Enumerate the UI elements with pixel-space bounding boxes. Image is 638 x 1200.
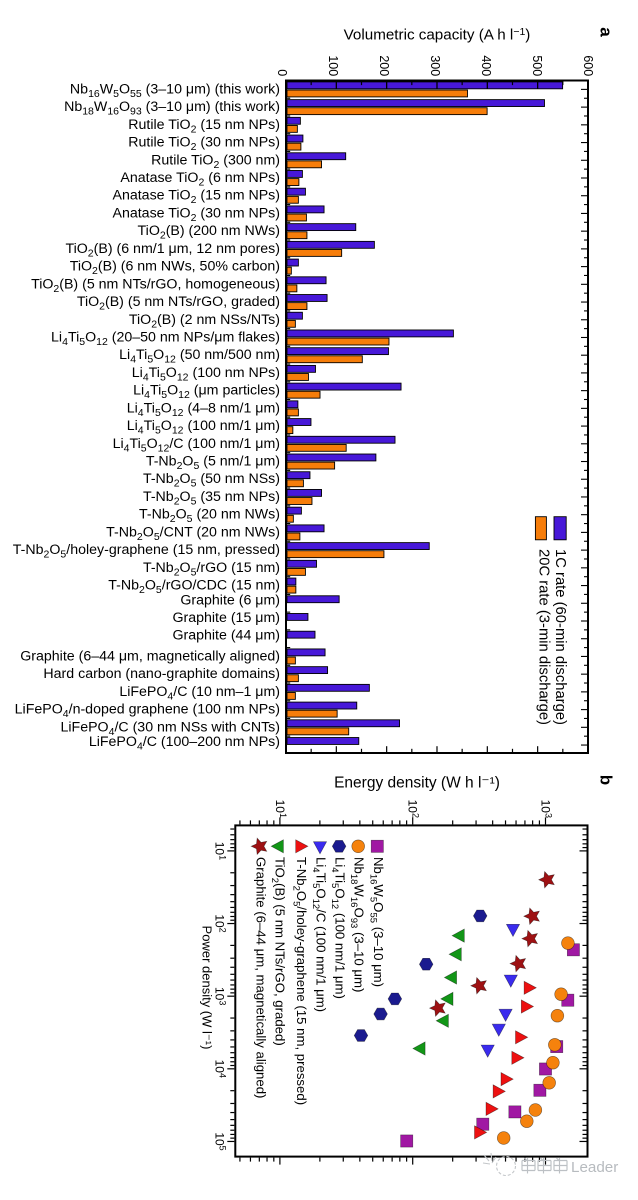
- svg-text:Nb16​W5​O55​ (3–10 μm) (this w: Nb16​W5​O55​ (3–10 μm) (this work): [70, 81, 280, 100]
- svg-text:TiO2​(B) (6 nm/1 μm, 12 nm por: TiO2​(B) (6 nm/1 μm, 12 nm pores): [65, 241, 280, 260]
- svg-text:T-Nb2​O5​/rGO/CDC (15 nm): T-Nb2​O5​/rGO/CDC (15 nm): [108, 578, 280, 597]
- svg-text:Graphite (44 μm): Graphite (44 μm): [172, 628, 280, 644]
- svg-text:500: 500: [530, 55, 544, 76]
- svg-text:Nb18​W16​O93​ (3–10 μm): Nb18​W16​O93​ (3–10 μm): [348, 857, 367, 992]
- svg-text:Volumetric capacity (A h l−1​): Volumetric capacity (A h l−1​): [344, 26, 531, 44]
- svg-text:20C rate (3-min discharge): 20C rate (3-min discharge): [535, 549, 551, 725]
- svg-text:TiO2​(B) (200 nm NWs): TiO2​(B) (200 nm NWs): [138, 223, 280, 242]
- svg-text:Hard carbon (nano-graphite dom: Hard carbon (nano-graphite domains): [43, 666, 280, 682]
- svg-text:1C rate (60-min discharge): 1C rate (60-min discharge): [552, 549, 568, 725]
- svg-text:T-Nb2​O5​ (35 nm NPs): T-Nb2​O5​ (35 nm NPs): [143, 489, 280, 508]
- svg-text:T-Nb2​O5​/rGO (15 nm): T-Nb2​O5​/rGO (15 nm): [143, 560, 280, 579]
- svg-text:TiO2​(B) (2 nm NSs/NTs): TiO2​(B) (2 nm NSs/NTs): [129, 312, 280, 331]
- svg-text:Energy density (W h l⁻¹): Energy density (W h l⁻¹): [334, 774, 500, 791]
- svg-text:LiFePO4​/n-doped graphene (100: LiFePO4​/n-doped graphene (100 nm NPs): [15, 702, 280, 721]
- svg-text:Anatase TiO2​ (6 nm NPs): Anatase TiO2​ (6 nm NPs): [120, 170, 280, 189]
- svg-text:Li4​Ti5​O12​ (μm particles): Li4​Ti5​O12​ (μm particles): [133, 383, 280, 402]
- svg-text:Li4​Ti5​O12​ (4–8 nm/1 μm): Li4​Ti5​O12​ (4–8 nm/1 μm): [127, 400, 280, 419]
- svg-text:Graphite (6–44 μm, magneticall: Graphite (6–44 μm, magnetically aligned): [253, 857, 268, 1098]
- svg-text:Nb18​W16​O93​ (3–10 μm) (this: Nb18​W16​O93​ (3–10 μm) (this work): [64, 99, 280, 118]
- svg-text:T-Nb2​O5​ (20 nm NWs): T-Nb2​O5​ (20 nm NWs): [139, 507, 280, 526]
- svg-text:TiO2​(B) (6 nm NWs, 50% carbon: TiO2​(B) (6 nm NWs, 50% carbon): [70, 259, 280, 278]
- svg-text:Leader: Leader: [571, 1159, 618, 1176]
- svg-text:TiO2​(B) (5 nm NTs/rGO, graded: TiO2​(B) (5 nm NTs/rGO, graded): [77, 294, 280, 313]
- svg-text:Li4​Ti5​O12​ (20–50 nm NPs/μm: Li4​Ti5​O12​ (20–50 nm NPs/μm flakes): [51, 330, 280, 349]
- svg-text:LiFePO4​/C (30 nm NSs with CNT: LiFePO4​/C (30 nm NSs with CNTs): [61, 719, 281, 738]
- svg-text:T-Nb2​O5​/holey-graphene (15 n: T-Nb2​O5​/holey-graphene (15 nm, pressed…: [13, 542, 280, 561]
- svg-text:LiFePO4​/C (10 nm–1 μm): LiFePO4​/C (10 nm–1 μm): [119, 684, 280, 703]
- svg-text:T-Nb2​O5​/holey-graphene (15 n: T-Nb2​O5​/holey-graphene (15 nm, pressed…: [290, 857, 309, 1105]
- svg-text:LiFePO4​/C (100–200 nm NPs): LiFePO4​/C (100–200 nm NPs): [89, 734, 280, 753]
- svg-text:Graphite (6–44 μm, magneticall: Graphite (6–44 μm, magnetically aligned): [20, 648, 280, 664]
- svg-text:Rutile TiO2​ (300 nm): Rutile TiO2​ (300 nm): [151, 152, 280, 171]
- svg-text:Li4​Ti5​O12​ (100 nm/1 μm): Li4​Ti5​O12​ (100 nm/1 μm): [329, 857, 348, 999]
- svg-text:T-Nb2​O5​/CNT (20 nm NWs): T-Nb2​O5​/CNT (20 nm NWs): [106, 524, 280, 543]
- svg-text:Li4​Ti5​O12​/C (100 nm/1 μm): Li4​Ti5​O12​/C (100 nm/1 μm): [113, 436, 280, 455]
- svg-text:0: 0: [275, 69, 289, 76]
- svg-text:100: 100: [326, 55, 340, 76]
- svg-text:200: 200: [377, 55, 391, 76]
- svg-text:Graphite (15 μm): Graphite (15 μm): [172, 610, 280, 626]
- svg-text:Anatase TiO2​ (30 nm NPs): Anatase TiO2​ (30 nm NPs): [113, 205, 281, 224]
- svg-text:TiO2​(B) (5 nm NTs/rGO, graded: TiO2​(B) (5 nm NTs/rGO, graded): [269, 857, 288, 1046]
- svg-text:Graphite (6 μm): Graphite (6 μm): [180, 592, 280, 608]
- svg-text:T-Nb2​O5​ (5 nm/1 μm): T-Nb2​O5​ (5 nm/1 μm): [146, 454, 280, 473]
- svg-text:a: a: [597, 27, 616, 37]
- svg-text:Li4​Ti5​O12​ (100 nm NPs): Li4​Ti5​O12​ (100 nm NPs): [132, 365, 280, 384]
- svg-text:b: b: [597, 775, 616, 785]
- svg-text:Rutile TiO2​ (15 nm NPs): Rutile TiO2​ (15 nm NPs): [128, 117, 280, 136]
- svg-text:300: 300: [428, 55, 442, 76]
- svg-text:Rutile TiO2​ (30 nm NPs): Rutile TiO2​ (30 nm NPs): [128, 135, 280, 154]
- svg-text:Li4​Ti5​O12​ (50 nm/500 nm): Li4​Ti5​O12​ (50 nm/500 nm): [119, 347, 280, 366]
- svg-text:Power density (W l⁻¹): Power density (W l⁻¹): [200, 926, 215, 1050]
- svg-text:Li4​Ti5​O12​/C (100 nm/1 μm): Li4​Ti5​O12​/C (100 nm/1 μm): [310, 857, 329, 1012]
- svg-text:T-Nb2​O5​ (50 nm NSs): T-Nb2​O5​ (50 nm NSs): [143, 471, 280, 490]
- svg-text:Nb16​W5​O55​ (3–10 μm): Nb16​W5​O55​ (3–10 μm): [367, 857, 386, 987]
- svg-text:Anatase TiO2​ (15 nm NPs): Anatase TiO2​ (15 nm NPs): [113, 188, 281, 207]
- svg-text:600: 600: [581, 55, 595, 76]
- svg-text:Li4​Ti5​O12​ (100 nm/1 μm): Li4​Ti5​O12​ (100 nm/1 μm): [127, 418, 280, 437]
- svg-text:400: 400: [479, 55, 493, 76]
- svg-text:TiO2​(B) (5 nm NTs/rGO, homoge: TiO2​(B) (5 nm NTs/rGO, homogeneous): [31, 276, 280, 295]
